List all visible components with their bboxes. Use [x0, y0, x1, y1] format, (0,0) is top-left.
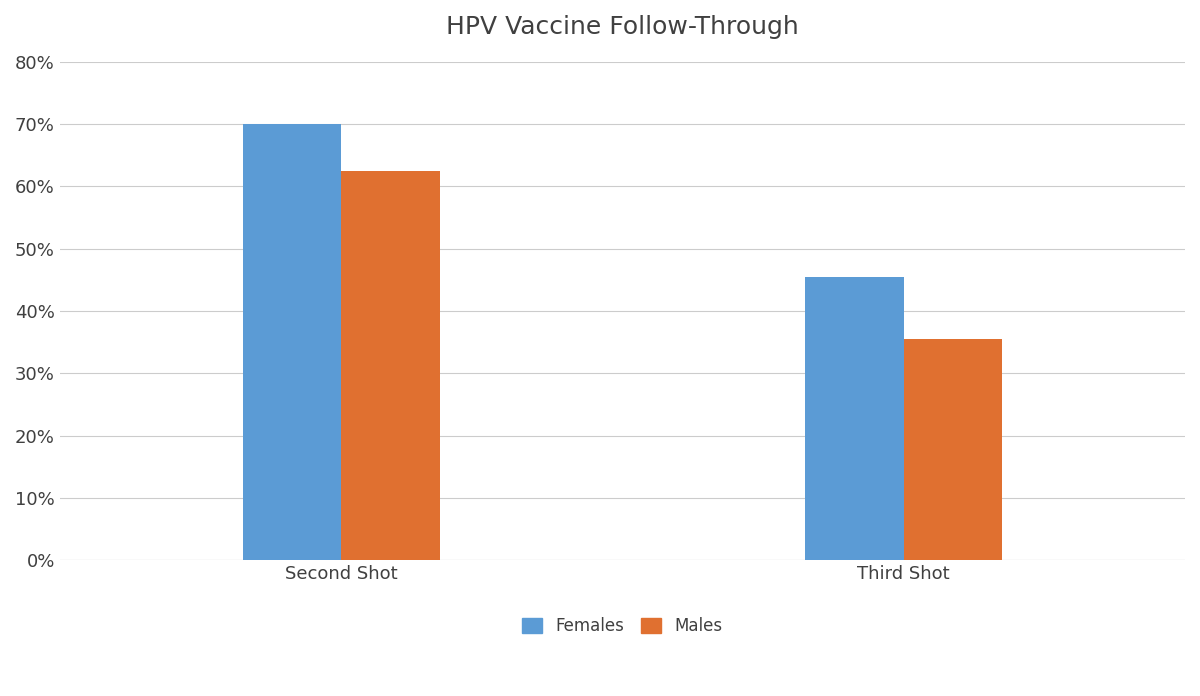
Bar — [242, 124, 341, 560]
Title: HPV Vaccine Follow-Through: HPV Vaccine Follow-Through — [446, 15, 799, 39]
Bar — [805, 277, 904, 560]
Legend: Females, Males: Females, Males — [514, 608, 731, 643]
Bar — [341, 171, 439, 560]
Bar — [904, 339, 1002, 560]
